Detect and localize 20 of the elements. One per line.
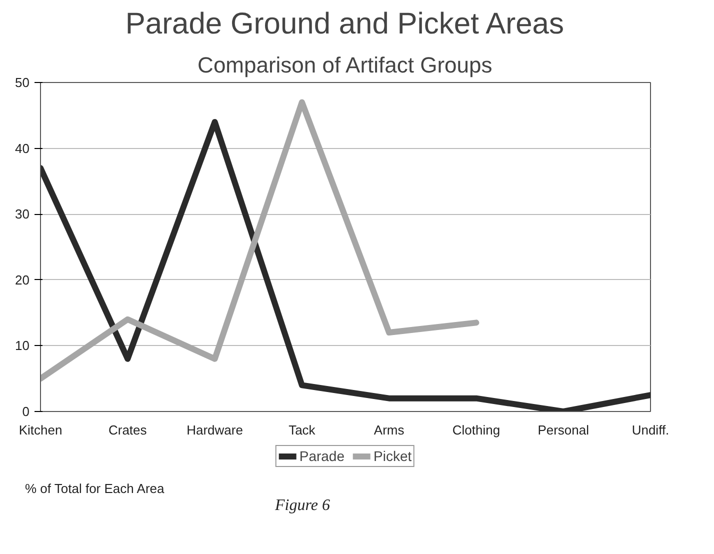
x-tick-label: Kitchen bbox=[18, 422, 62, 438]
x-tick-label: Tack bbox=[288, 422, 316, 438]
text: % of Total for Each Area bbox=[25, 481, 164, 496]
legend-label: Picket bbox=[374, 448, 412, 464]
y-tick-label: 20 bbox=[15, 272, 30, 288]
y-tick-label: 0 bbox=[22, 404, 30, 419]
caption: Figure 6 bbox=[275, 497, 330, 515]
x-tick-label: Clothing bbox=[452, 422, 500, 438]
legend-label: Parade bbox=[299, 448, 345, 464]
x-tick-label: Personal bbox=[538, 422, 590, 438]
x-tick-label: Undiff. bbox=[632, 422, 670, 438]
x-tick-label: Crates bbox=[108, 422, 148, 438]
chart-title: Parade Ground and Picket Areas bbox=[125, 8, 564, 40]
chart-subtitle: Comparison of Artifact Groups bbox=[198, 52, 492, 78]
y-tick-label: 40 bbox=[15, 140, 30, 156]
y-tick-label: 10 bbox=[15, 338, 30, 354]
x-tick-label: Arms bbox=[374, 422, 405, 438]
y-tick-label: 50 bbox=[15, 75, 30, 90]
y-tick-label: 30 bbox=[15, 206, 30, 222]
x-tick-label: Hardware bbox=[186, 422, 243, 438]
